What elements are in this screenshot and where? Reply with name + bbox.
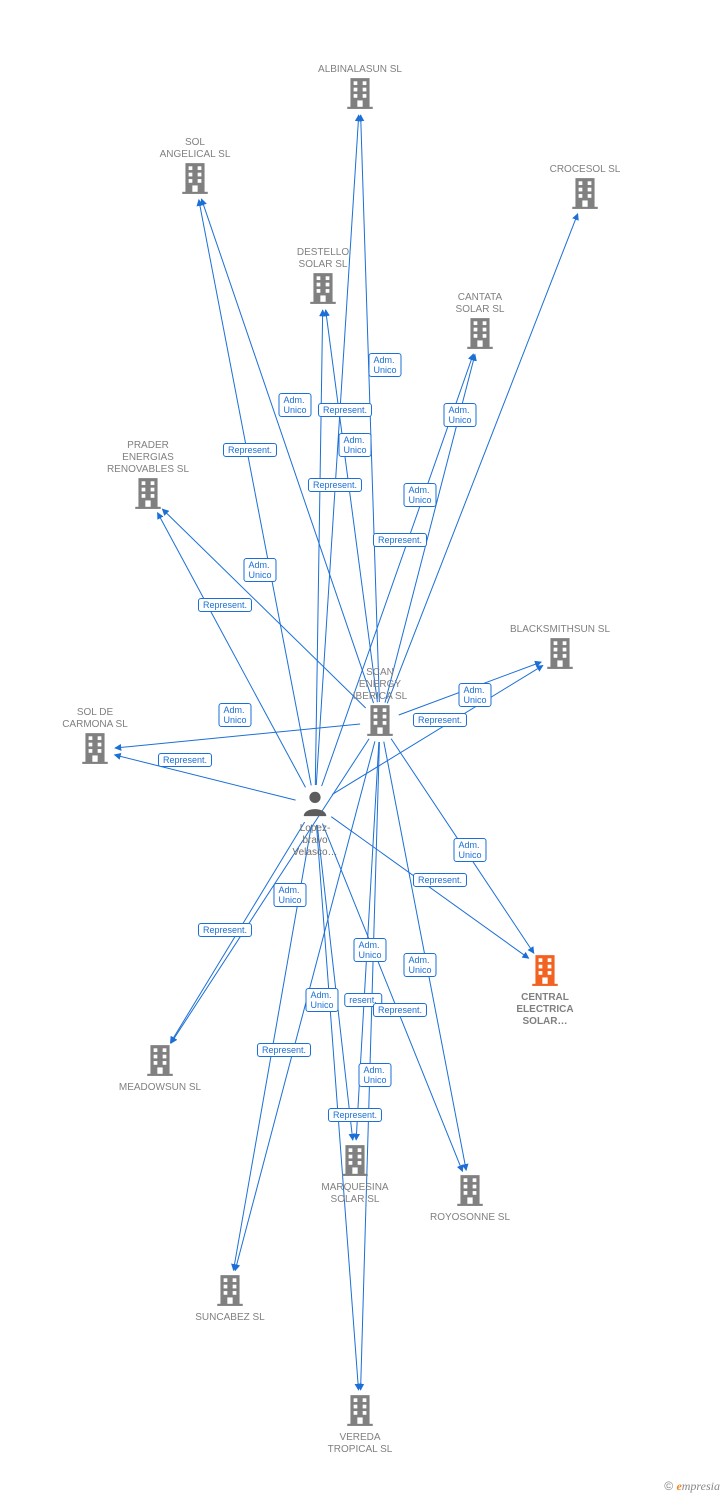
- edge-line: [199, 200, 311, 786]
- edge-label: Adm.Unico: [368, 353, 401, 377]
- edge-label: Represent.: [413, 873, 467, 887]
- edge-label: Represent.: [257, 1043, 311, 1057]
- edge-label: Adm.Unico: [403, 953, 436, 977]
- edge-label: Adm.Unico: [358, 1063, 391, 1087]
- edge-label: Adm.Unico: [273, 883, 306, 907]
- network-svg: [0, 0, 728, 1500]
- edge-label: Adm.Unico: [458, 683, 491, 707]
- edge-label: Adm.Unico: [403, 483, 436, 507]
- edge-label: Represent.: [318, 403, 372, 417]
- edge-label: Represent.: [198, 923, 252, 937]
- edge-line: [387, 214, 577, 704]
- edge-label: Adm.Unico: [453, 838, 486, 862]
- edge-label: Represent.: [158, 753, 212, 767]
- edge-line: [332, 665, 543, 794]
- edge-label: Represent.: [373, 1003, 427, 1017]
- edge-line: [171, 739, 369, 1043]
- edge-label: Adm.Unico: [278, 393, 311, 417]
- edge-label: Represent.: [328, 1108, 382, 1122]
- edge-line: [317, 825, 353, 1140]
- edge-label: Adm.Unico: [338, 433, 371, 457]
- edge-label: Represent.: [223, 443, 277, 457]
- copyright-symbol: ©: [664, 1479, 673, 1493]
- brand-rest: mpresia: [682, 1479, 720, 1493]
- edge-label: Adm.Unico: [443, 403, 476, 427]
- edge-label: Adm.Unico: [243, 558, 276, 582]
- edge-label: Adm.Unico: [218, 703, 251, 727]
- edge-label: Represent.: [308, 478, 362, 492]
- edge-label: Represent.: [198, 598, 252, 612]
- edge-line: [157, 513, 305, 788]
- edge-label: Represent.: [413, 713, 467, 727]
- footer-attribution: © empresia: [664, 1479, 720, 1494]
- edge-label: Represent.: [373, 533, 427, 547]
- edge-label: Adm.Unico: [353, 938, 386, 962]
- edge-line: [115, 724, 360, 748]
- edge-label: Adm.Unico: [305, 988, 338, 1012]
- edge-line: [315, 310, 322, 785]
